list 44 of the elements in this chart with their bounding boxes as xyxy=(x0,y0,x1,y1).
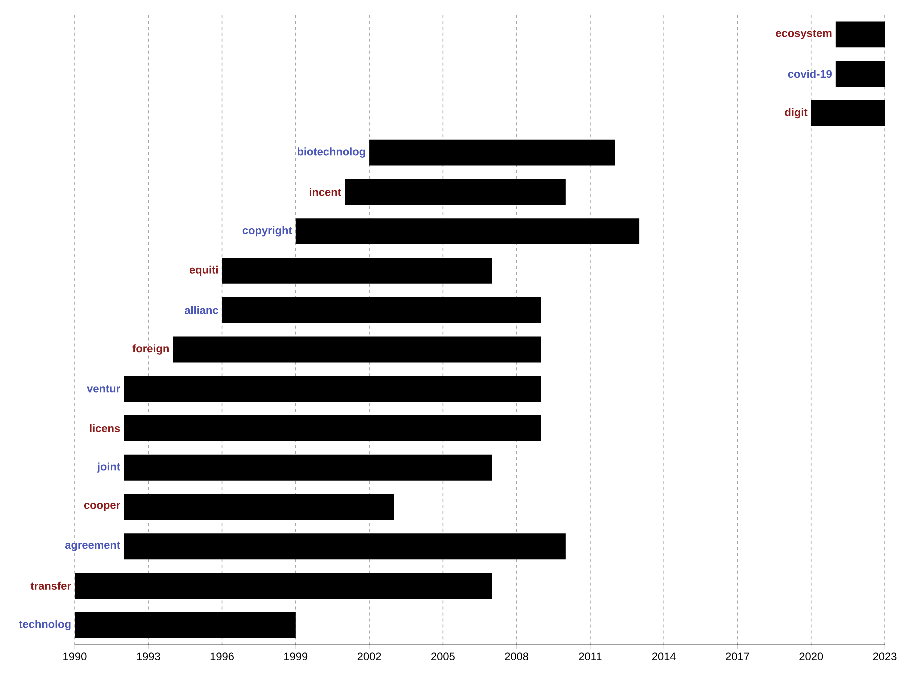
y-tick-label: agreement xyxy=(65,542,120,552)
y-tick-label: allianc xyxy=(184,306,218,314)
y-tick-label: ecosystem xyxy=(776,30,832,40)
bar xyxy=(296,218,640,245)
bar xyxy=(124,534,566,560)
x-tick-label: 2005 xyxy=(432,652,455,661)
y-tick-label: technolog xyxy=(19,620,71,630)
x-tick-label: 1990 xyxy=(64,652,87,661)
x-tick-label: 2023 xyxy=(873,652,897,661)
x-tick-label: 2020 xyxy=(800,652,824,661)
y-tick-label: biotechnolog xyxy=(298,148,366,158)
x-tick-label: 2014 xyxy=(652,652,676,661)
x-tick-label: 1996 xyxy=(210,652,234,661)
y-tick-label: foreign xyxy=(132,344,169,355)
y-tick-label: transfer xyxy=(30,582,72,590)
bar xyxy=(75,612,296,638)
bar xyxy=(836,22,886,48)
bar xyxy=(370,140,616,166)
bar xyxy=(124,415,542,442)
y-tick-label: licens xyxy=(90,424,120,432)
bar xyxy=(173,336,542,363)
y-tick-label: ventur xyxy=(87,385,120,393)
bar xyxy=(811,100,886,126)
y-tick-label: cooper xyxy=(84,503,120,512)
y-tick-label: joint xyxy=(97,462,120,473)
y-tick-label: incent xyxy=(310,188,342,196)
bar xyxy=(124,376,542,402)
y-tick-label: equiti xyxy=(190,266,218,276)
bar xyxy=(345,179,566,206)
y-tick-label: digit xyxy=(785,108,808,119)
bar xyxy=(836,61,886,88)
bar xyxy=(124,494,394,520)
bar xyxy=(222,258,492,284)
bar xyxy=(124,454,492,481)
x-tick-label: 2002 xyxy=(358,652,382,661)
x-tick-label: 2011 xyxy=(579,652,602,661)
x-tick-label: 1993 xyxy=(137,652,160,661)
bar xyxy=(222,297,542,324)
bar xyxy=(75,572,492,599)
x-tick-label: 2017 xyxy=(726,652,750,661)
y-tick-label: covid-19 xyxy=(788,70,832,78)
x-tick-label: 1999 xyxy=(284,652,308,661)
y-tick-label: copyright xyxy=(242,226,292,237)
x-tick-label: 2008 xyxy=(505,652,529,661)
